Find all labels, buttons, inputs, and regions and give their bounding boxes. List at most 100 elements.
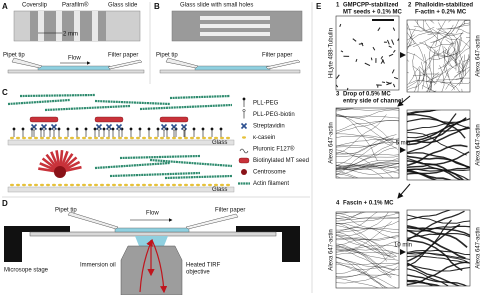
filament [412,53,418,81]
filament [336,248,395,276]
pll-peg-head [210,127,214,131]
filament [443,64,456,91]
slide-side [7,69,145,74]
mt-seed-spot [392,27,396,31]
filament [462,54,470,72]
filament [407,32,413,40]
step-title: MT seeds + 0.1% MC [343,10,403,16]
arrow [397,95,411,107]
actin-filament [19,93,96,98]
filter-paper [265,59,301,70]
k-casein [100,183,104,187]
mt-seed-spot [336,84,339,88]
k-casein [52,136,56,140]
k-casein [208,183,212,187]
k-casein [118,136,122,140]
objective-label: objective [186,270,210,276]
legend-entry: Centrosome [253,170,286,176]
mt-seed [159,116,189,123]
k-casein [58,136,62,140]
filament [455,38,459,67]
k-casein [82,183,86,187]
filament [336,251,394,278]
filament [407,127,470,139]
k-casein [94,136,98,140]
k-casein [82,136,86,140]
panel-label: B [154,2,160,11]
arrow [397,183,411,199]
filament [437,30,451,55]
k-casein [226,183,230,187]
hole-row [200,24,270,28]
stain-label: HiLyte 488-Tubulin [329,28,335,78]
filament [446,31,464,54]
k-casein [28,136,32,140]
pll-peg-head [129,127,133,131]
filament [456,32,462,61]
filament [455,20,468,34]
step-number: 2 [408,3,412,9]
filament [336,212,378,231]
streptavidin [160,123,168,131]
k-casein [148,183,152,187]
k-casein [178,183,182,187]
filament [336,108,399,111]
channel-side [37,65,111,71]
legend-entry: Biotinylated MT seed [253,158,309,164]
filament [407,280,441,286]
pll-peg-head [52,127,56,131]
filament [336,266,398,284]
k-casein [106,136,110,140]
mt-seed-spot [377,27,381,32]
filament [336,152,399,156]
filament [407,155,470,169]
pll-peg-head [242,97,246,101]
filament [336,214,396,240]
filament [407,122,470,131]
k-casein [142,136,146,140]
filament [457,24,470,28]
filament [449,82,461,92]
k-casein [184,183,188,187]
mt-seed-spot [340,50,344,53]
mt-seed-spot [336,74,340,79]
filament [407,268,449,286]
panel-label: D [2,199,8,208]
filament [407,22,415,45]
filament [407,28,416,46]
k-casein [220,136,224,140]
filament [427,32,456,36]
flow-label: Flow [146,211,159,217]
filament [407,26,435,32]
filament [435,20,446,47]
texture [336,19,399,90]
filament [425,22,443,46]
scale-label: 2 mm [63,32,78,38]
filament [445,41,456,67]
pipet [165,57,199,69]
filament [336,134,397,155]
filament [407,226,470,237]
legend-entry: Streptavidin [253,124,285,130]
actin-filament [169,94,231,100]
pll-peg-head [42,127,46,131]
filament [426,85,432,92]
filament [336,108,351,112]
legend-entry: PLL-PEG-biotin [253,112,295,118]
legend-entry: κ-casein [253,135,275,141]
filament [336,133,399,150]
step-number: 3 [336,92,340,98]
glass-label: Glass [212,187,227,193]
interval-label: 10 min [394,243,412,249]
filament [423,20,425,31]
filament [336,277,380,288]
filament [336,240,399,252]
pll-peg-head [84,127,88,131]
filament [417,20,419,25]
filament [433,61,449,86]
k-casein [196,136,200,140]
k-casein [184,136,188,140]
streptavidin [115,123,123,131]
filament [436,77,464,81]
pll-peg-head [102,127,106,131]
